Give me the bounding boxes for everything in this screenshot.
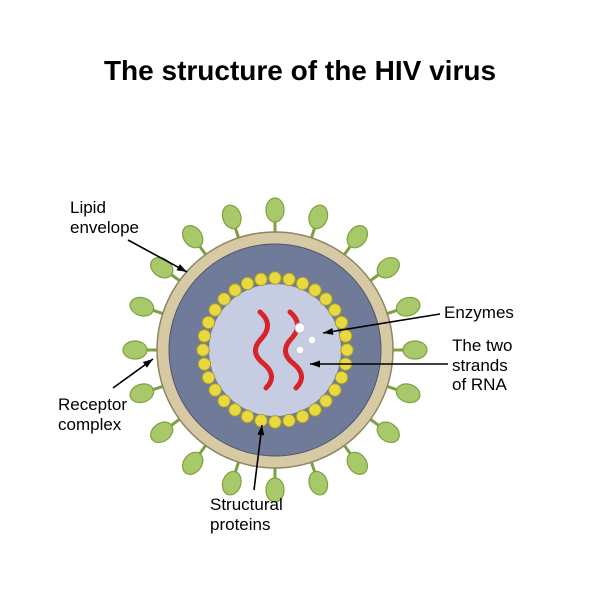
label-rna-strands: The two strands of RNA bbox=[452, 336, 512, 395]
virus-diagram bbox=[0, 0, 600, 600]
label-enzymes: Enzymes bbox=[444, 303, 514, 323]
label-lipid-envelope: Lipid envelope bbox=[70, 198, 139, 237]
label-structural-proteins: Structural proteins bbox=[210, 495, 283, 534]
page: The structure of the HIV virus Lipid env… bbox=[0, 0, 600, 600]
label-receptor-complex: Receptor complex bbox=[58, 395, 127, 434]
